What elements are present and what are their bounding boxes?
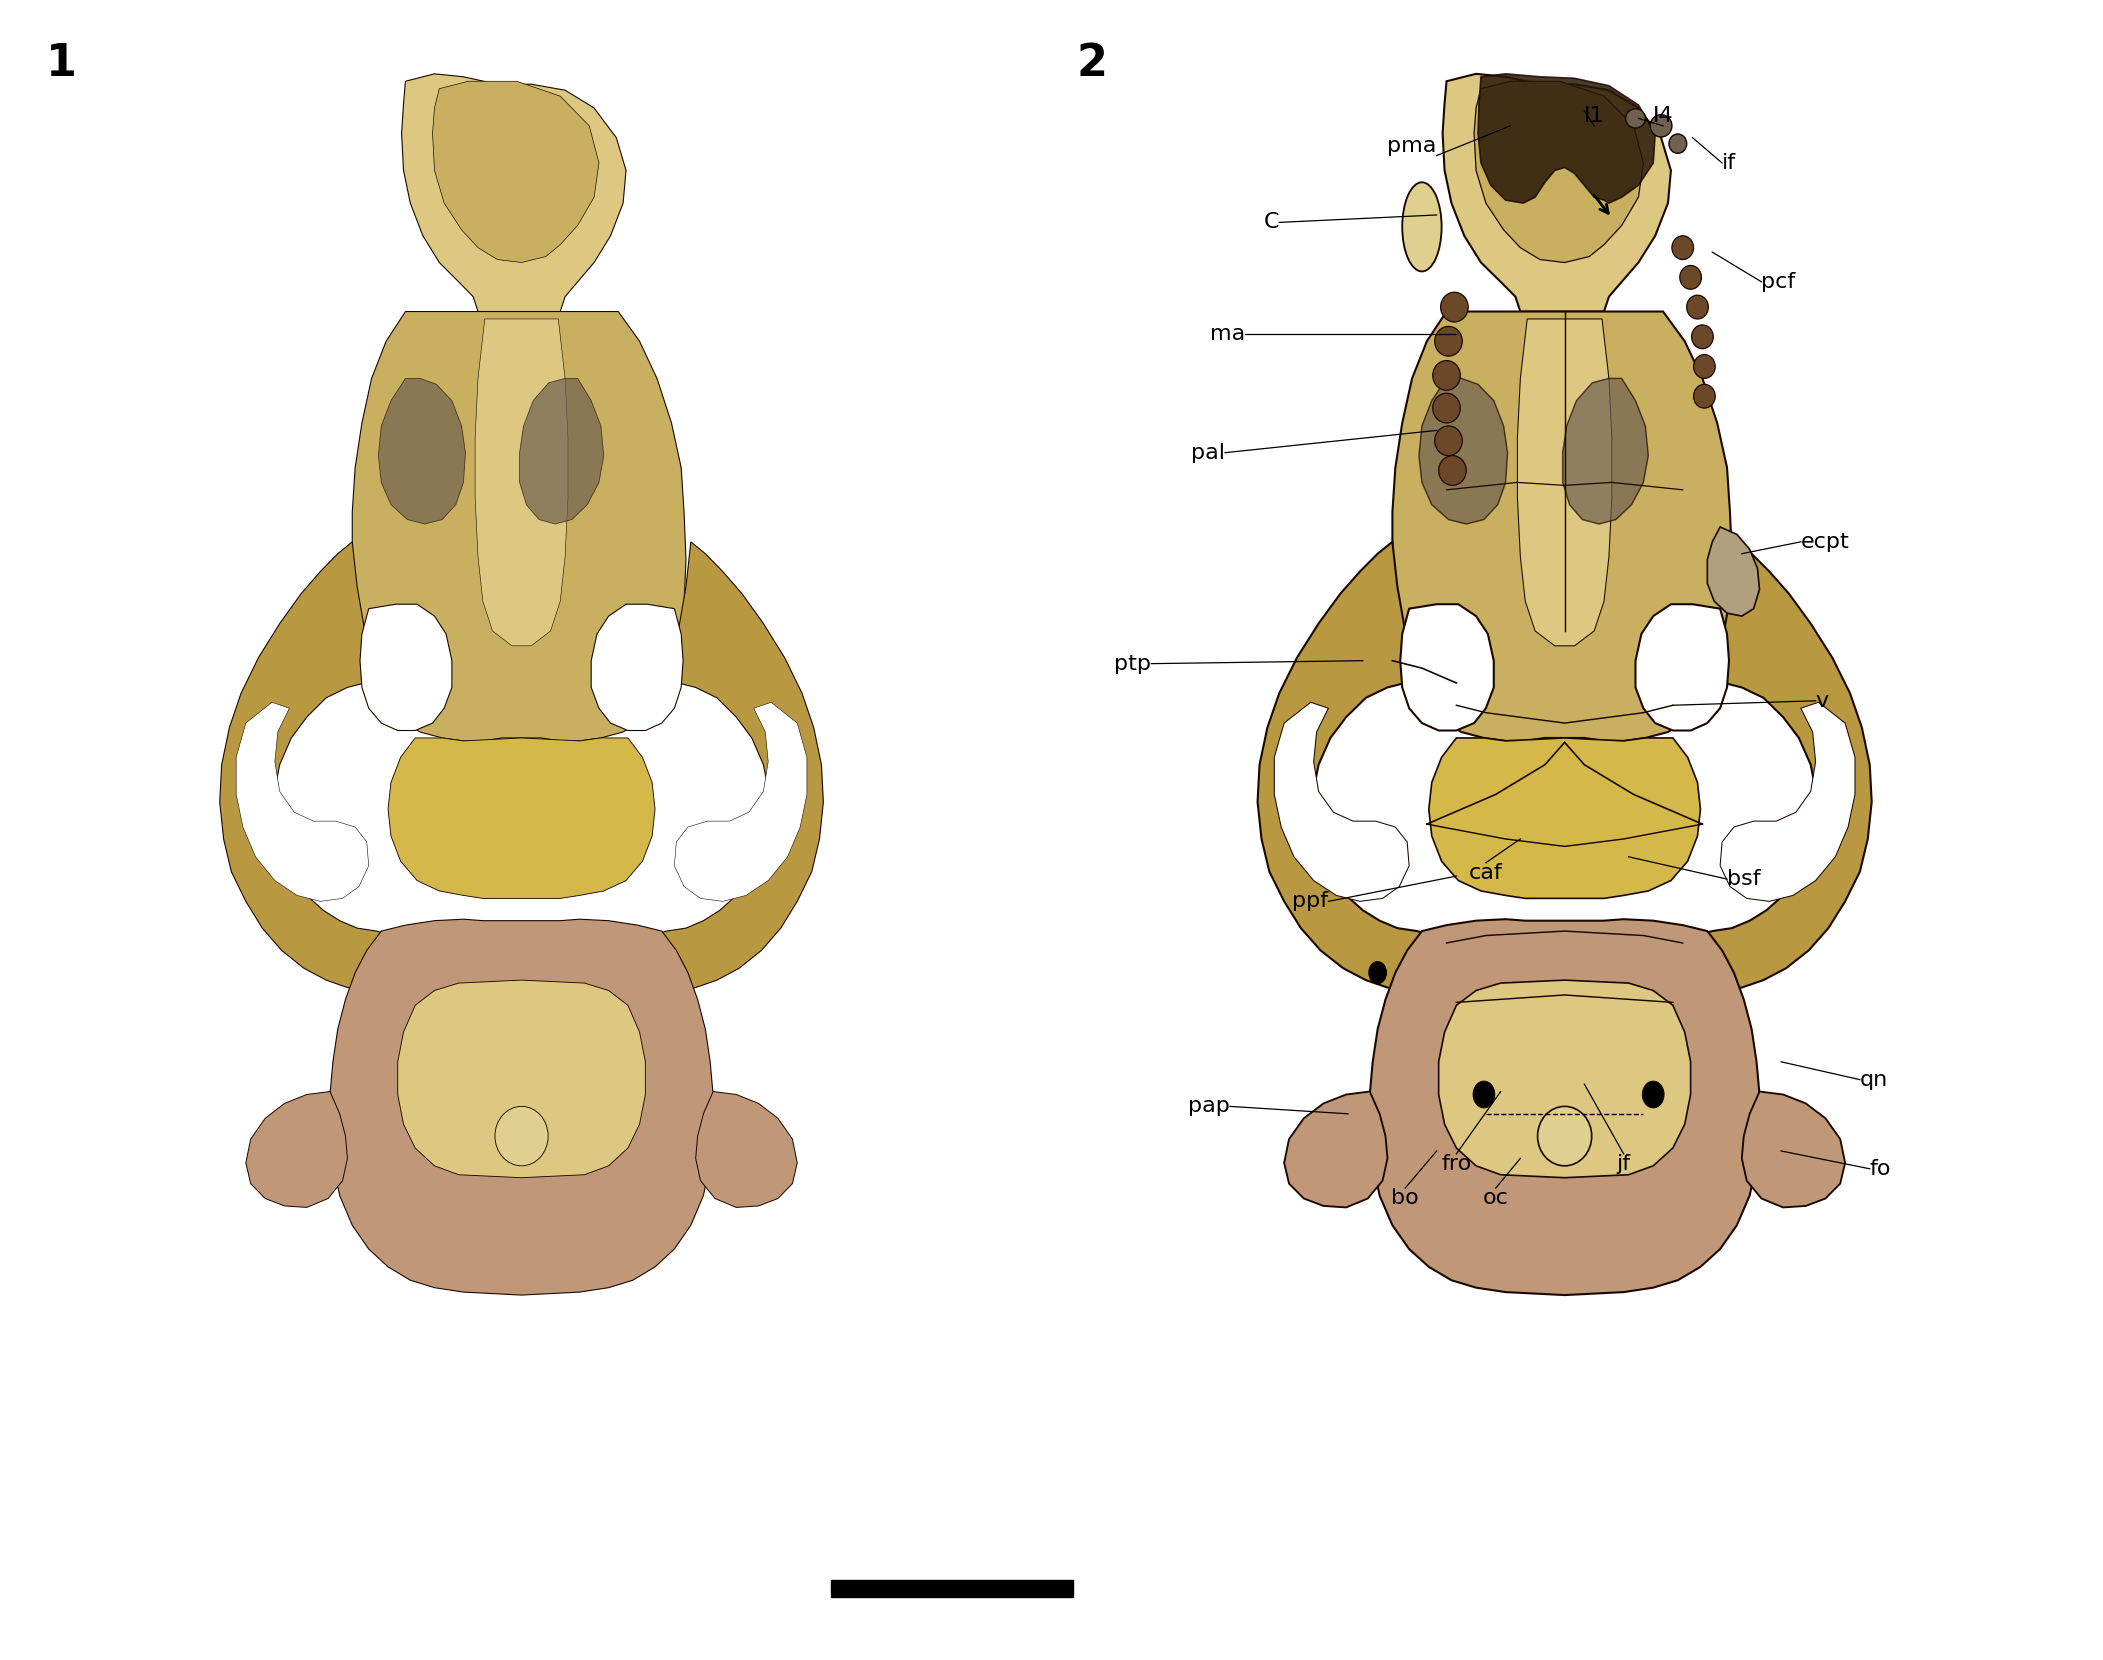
Polygon shape [475,319,568,646]
Text: bsf: bsf [1727,870,1760,890]
Ellipse shape [1434,427,1462,455]
Text: fro: fro [1441,1154,1472,1174]
Polygon shape [1369,920,1760,1295]
Text: qn: qn [1859,1069,1888,1089]
Ellipse shape [1670,134,1687,153]
Ellipse shape [1438,455,1466,485]
Text: if: if [1722,153,1737,173]
Text: ma: ma [1209,324,1245,344]
Polygon shape [1443,73,1672,312]
Polygon shape [1563,378,1649,525]
Polygon shape [246,1092,347,1207]
Polygon shape [330,920,713,1295]
Ellipse shape [1432,393,1459,423]
Polygon shape [1428,739,1701,898]
Polygon shape [591,604,683,730]
Polygon shape [1708,526,1760,616]
Polygon shape [389,739,654,898]
Text: 2: 2 [1077,42,1108,85]
Text: jf: jf [1617,1154,1630,1174]
Ellipse shape [1434,327,1462,357]
Polygon shape [631,541,824,991]
Ellipse shape [1537,1106,1592,1165]
Ellipse shape [1441,292,1468,322]
Polygon shape [1274,702,1409,901]
Polygon shape [353,312,686,740]
Ellipse shape [1693,385,1716,408]
Polygon shape [397,979,646,1177]
Text: caf: caf [1470,863,1504,883]
Polygon shape [1518,319,1611,646]
Ellipse shape [1680,266,1701,289]
Text: pal: pal [1190,443,1226,463]
Text: pap: pap [1188,1096,1230,1117]
Polygon shape [1438,979,1691,1177]
Polygon shape [433,81,599,262]
Ellipse shape [1691,325,1714,349]
Text: fo: fo [1870,1159,1891,1179]
Ellipse shape [1651,115,1672,138]
Text: ptp: ptp [1115,654,1150,674]
Ellipse shape [1626,110,1645,128]
Text: oc: oc [1483,1189,1508,1208]
Text: pma: pma [1388,136,1436,156]
Text: ecpt: ecpt [1800,531,1851,551]
Polygon shape [1674,541,1872,991]
Ellipse shape [1472,1081,1495,1107]
Polygon shape [1401,604,1493,730]
Polygon shape [1478,73,1655,203]
Polygon shape [219,541,412,991]
Ellipse shape [1693,355,1716,378]
Polygon shape [1392,312,1733,740]
Polygon shape [675,702,808,901]
Text: C: C [1264,212,1279,232]
Ellipse shape [1369,961,1386,984]
Polygon shape [1285,1092,1388,1207]
Text: I4: I4 [1653,106,1674,126]
Text: v: v [1815,691,1830,710]
Polygon shape [519,378,604,525]
Text: bo: bo [1392,1189,1420,1208]
Polygon shape [696,1092,797,1207]
Ellipse shape [1672,236,1693,259]
Polygon shape [1474,81,1642,262]
Polygon shape [1258,541,1455,991]
Ellipse shape [1403,183,1443,272]
Polygon shape [1741,1092,1844,1207]
Polygon shape [236,702,368,901]
Text: I1: I1 [1584,106,1605,126]
Text: 1: 1 [46,42,78,85]
Polygon shape [1720,702,1855,901]
Text: ppf: ppf [1293,891,1329,911]
Ellipse shape [494,1106,549,1165]
Ellipse shape [1432,360,1459,390]
Text: pcf: pcf [1762,272,1796,292]
Polygon shape [379,378,465,525]
Polygon shape [360,604,452,730]
Polygon shape [1420,378,1508,525]
Polygon shape [402,73,627,312]
Polygon shape [1636,604,1729,730]
Ellipse shape [1687,295,1708,319]
Ellipse shape [1642,1081,1663,1107]
